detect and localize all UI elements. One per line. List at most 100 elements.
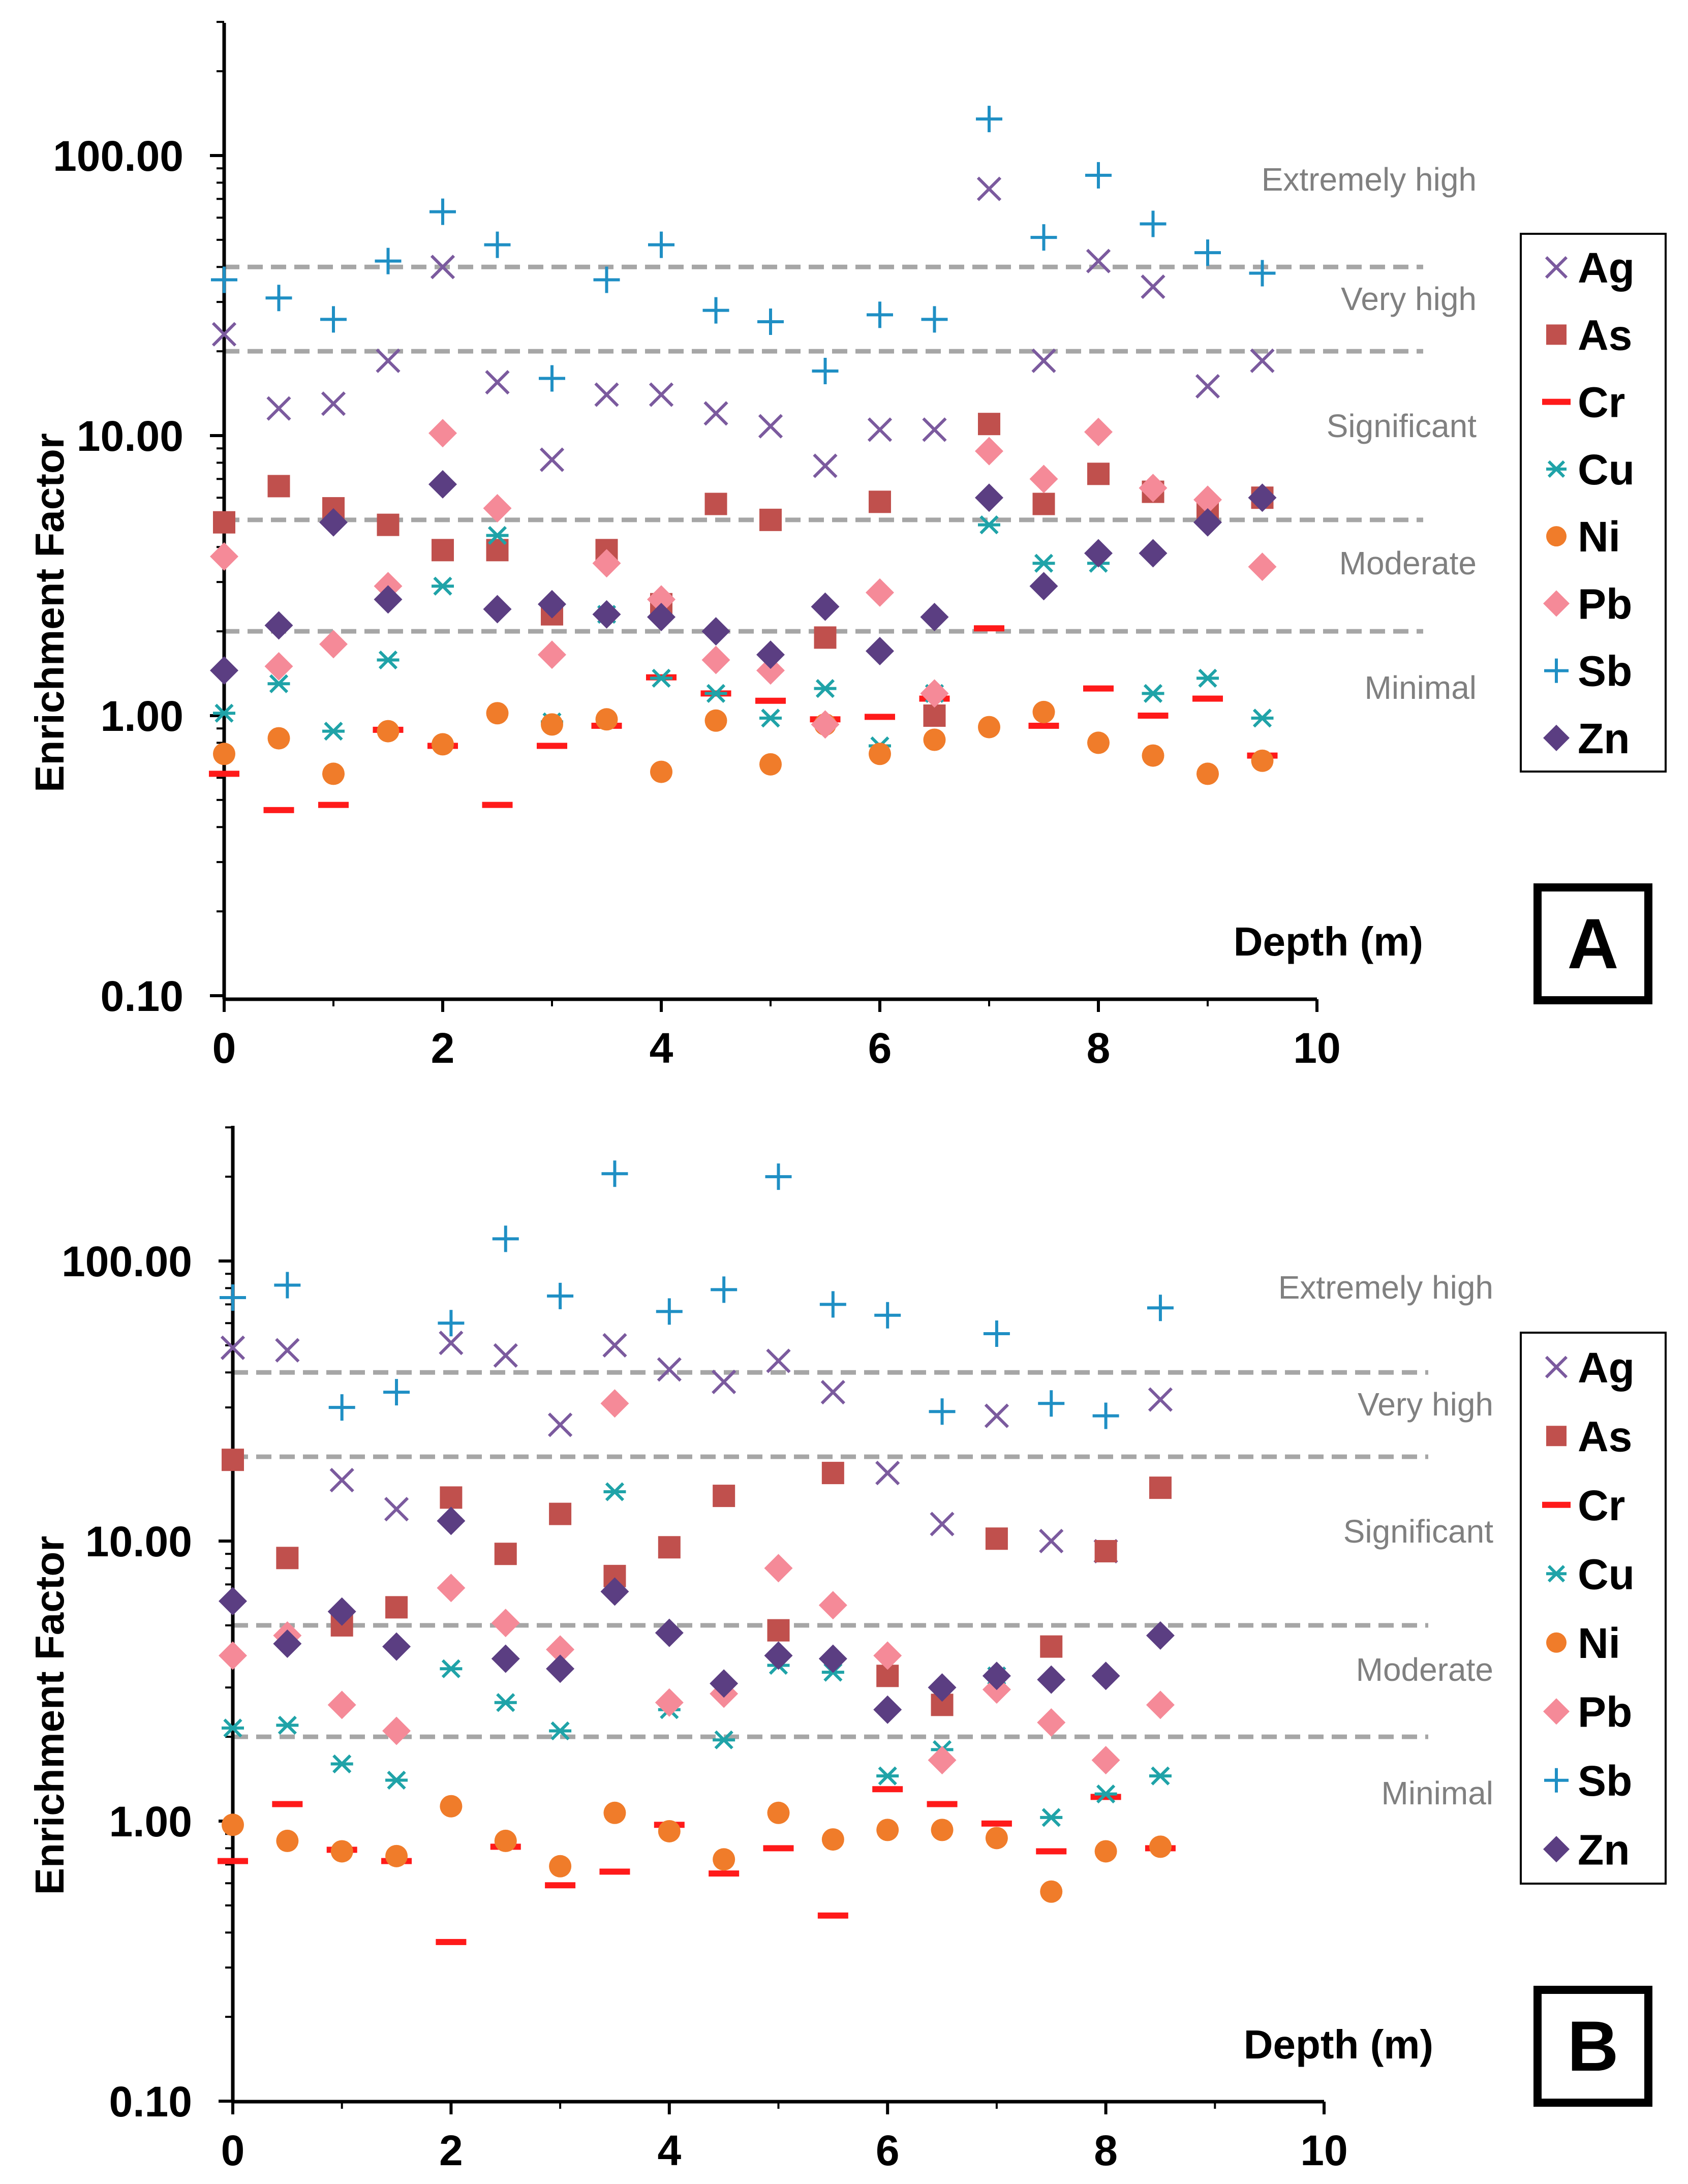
point-pb-b [546,1635,575,1664]
point-zn-a [1193,508,1222,537]
axes-a: 0.10 1.00 10.00 100.00 0 2 4 6 8 10 [53,21,1341,1072]
x-tick-label-a: 8 [1087,1024,1111,1072]
point-cu-b [385,1770,408,1790]
series-as-b [222,1449,1172,1716]
point-sb-a [757,308,784,335]
point-ni-b [876,1819,899,1841]
point-cr-b [981,1820,1012,1827]
point-zn-a [1139,539,1168,568]
point-zn-b [710,1669,739,1698]
legend-swatch-cu-a [1546,460,1567,478]
point-sb-b [328,1394,355,1421]
point-cr-a [209,771,239,777]
x-tick-label-b: 0 [221,2127,245,2174]
point-ni-a [923,728,946,751]
point-ni-a [1196,762,1219,785]
point-pb-a [1084,417,1113,446]
point-zn-b [219,1587,247,1616]
point-zn-b [873,1695,902,1724]
point-ag-a [539,447,565,472]
point-ag-a [266,396,291,421]
point-cu-a [432,576,454,596]
point-cr-b [872,1786,903,1793]
x-tick-label-b: 8 [1094,2127,1118,2174]
point-as-a [759,508,782,531]
point-sb-b [1092,1402,1119,1429]
y-axis-label-b: Enrichment Factor [27,1536,72,1895]
point-ni-a [1032,700,1055,723]
point-cu-b [713,1730,735,1749]
y-tick-label-b: 100.00 [62,1238,192,1285]
point-cr-b [927,1801,958,1807]
point-zn-a [1029,572,1058,601]
series-ag-a [211,176,1275,478]
x-tick-label-a: 0 [212,1024,236,1072]
point-cr-a [482,802,513,808]
point-cr-a [537,743,567,749]
point-as-a [213,511,235,534]
point-zn-a [374,585,403,614]
point-ni-a [650,760,672,783]
point-ni-a [541,713,563,736]
point-sb-a [812,358,839,385]
point-pb-b [655,1688,684,1717]
series-ag-b [220,1331,1173,1564]
point-sb-a [593,266,620,293]
point-pb-a [483,494,512,523]
point-zn-b [982,1662,1011,1690]
point-ni-b [658,1820,681,1842]
point-cr-b [436,1939,467,1945]
series-cu-a [213,515,1274,756]
point-sb-a [539,365,565,392]
point-pb-b [1146,1690,1175,1719]
point-cu-a [814,679,837,698]
point-ni-a [869,743,891,765]
point-ni-a [432,733,454,756]
legend-box-a [1520,233,1667,773]
zone-label-moderate-b: Moderate [1356,1651,1493,1688]
legend-label-sb-b: Sb [1578,1757,1632,1805]
point-ag-a [922,417,947,442]
point-ag-a [758,414,783,439]
point-pb-a [647,585,676,614]
point-as-b [1149,1476,1172,1499]
point-zn-a [1248,483,1277,512]
point-cu-b [276,1715,299,1735]
point-cu-b [1149,1766,1172,1786]
legend-label-zn-a: Zn [1578,715,1630,762]
legend-label-ni-b: Ni [1578,1619,1620,1667]
data-points-b [218,1160,1176,1945]
point-cu-a [1032,553,1055,573]
point-pb-b [1037,1708,1066,1737]
point-zn-a [647,602,676,631]
point-cu-a [486,526,509,545]
legend-label-ag-b: Ag [1578,1344,1635,1392]
zone-label-significant-b: Significant [1343,1513,1494,1550]
point-sb-b [438,1310,465,1337]
legend-swatch-cr-a [1542,398,1571,405]
x-tick-label-b: 4 [657,2127,681,2174]
point-as-a [814,626,837,649]
point-ag-b [766,1348,791,1373]
y-tick-label-a: 0.10 [101,972,184,1020]
point-zn-b [655,1618,684,1647]
zone-label-extremely-high-b: Extremely high [1278,1269,1493,1306]
point-ni-b [767,1801,790,1824]
point-pb-a [1248,552,1277,581]
point-ni-b [1149,1835,1172,1858]
point-sb-a [1194,239,1221,266]
series-sb-a [211,106,1276,392]
point-cr-a [263,807,294,813]
zone-label-extremely-high-a: Extremely high [1262,161,1477,198]
x-tick-label-a: 10 [1293,1024,1340,1072]
legend-label-pb-a: Pb [1578,580,1632,628]
legend-label-cu-a: Cu [1578,446,1635,494]
point-cu-a [267,674,290,693]
point-ni-a [595,708,618,731]
point-ag-b [602,1333,627,1358]
point-ag-a [376,348,401,373]
point-pb-a [1193,485,1222,514]
legend-swatch-cu-b [1546,1565,1567,1583]
x-tick-label-b: 2 [439,2127,463,2174]
point-pb-b [437,1574,466,1603]
